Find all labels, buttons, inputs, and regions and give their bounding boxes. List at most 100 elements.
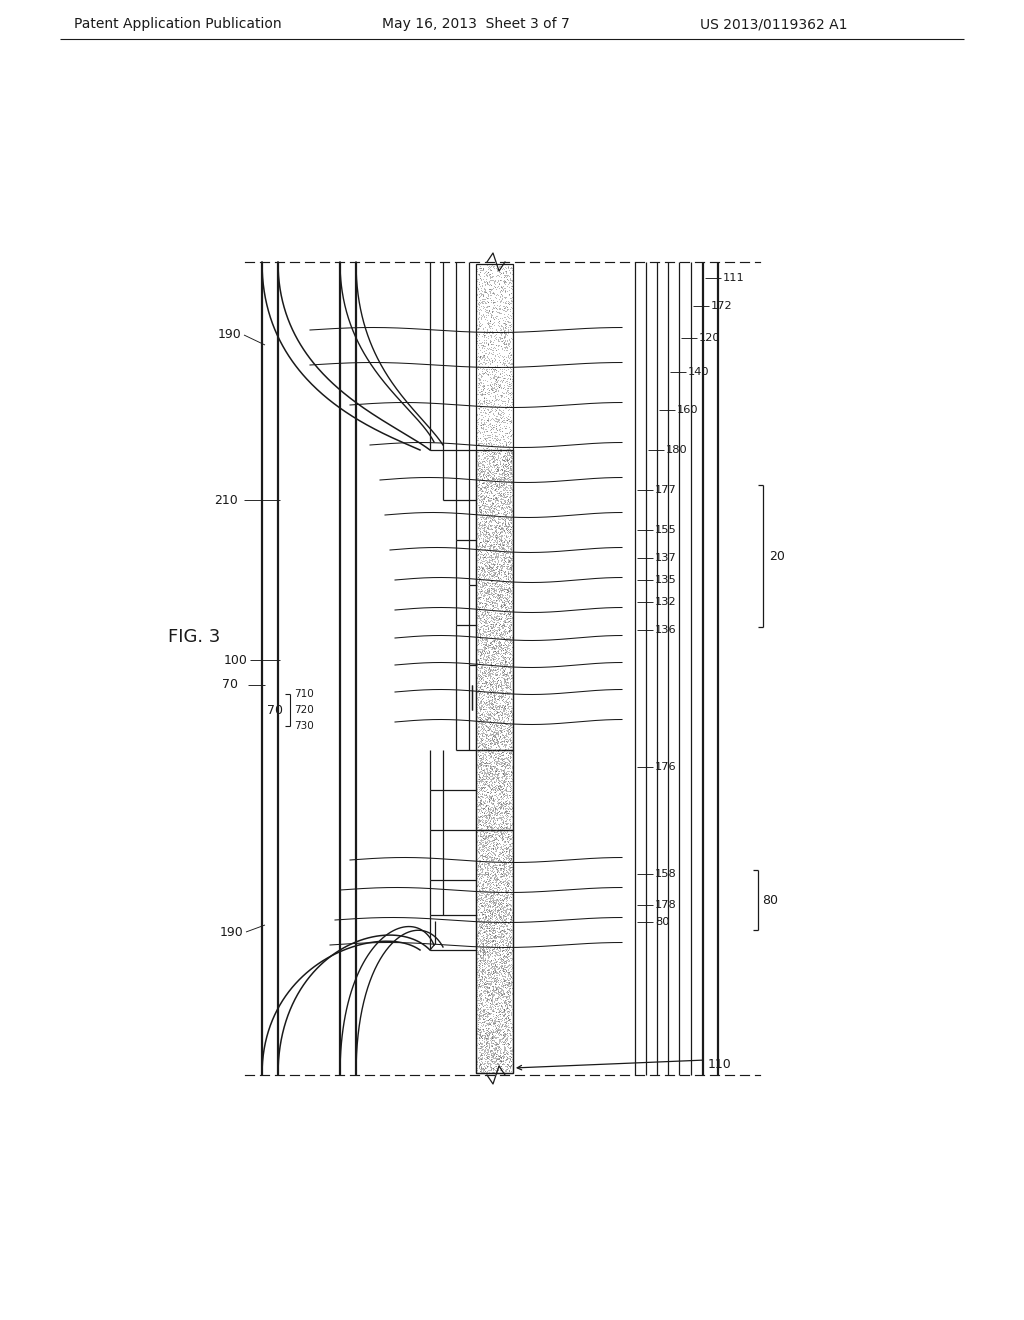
Point (504, 566, 520, 587)
Point (484, 892, 501, 913)
Point (498, 817, 514, 838)
Point (478, 541, 495, 562)
Point (490, 777, 507, 799)
Point (477, 873, 494, 894)
Point (493, 873, 509, 894)
Point (498, 873, 514, 894)
Point (482, 310, 499, 331)
Point (502, 1036, 518, 1057)
Point (498, 461, 514, 482)
Point (475, 883, 492, 904)
Point (489, 908, 506, 929)
Point (485, 533, 502, 554)
Point (503, 799, 519, 820)
Point (470, 564, 486, 585)
Point (478, 540, 495, 561)
Point (500, 792, 516, 813)
Point (490, 792, 507, 813)
Point (486, 940, 503, 961)
Point (503, 306, 519, 327)
Point (484, 573, 501, 594)
Point (487, 660, 504, 681)
Point (477, 1048, 494, 1069)
Point (483, 549, 500, 570)
Point (497, 651, 513, 672)
Point (470, 891, 486, 912)
Point (473, 561, 489, 582)
Point (488, 488, 505, 510)
Point (493, 950, 509, 972)
Point (493, 867, 509, 888)
Point (473, 638, 489, 659)
Point (472, 854, 488, 875)
Point (470, 367, 486, 388)
Point (476, 837, 493, 858)
Point (496, 998, 512, 1019)
Point (477, 352, 494, 374)
Point (499, 494, 515, 515)
Point (492, 529, 508, 550)
Point (470, 1027, 486, 1048)
Point (504, 352, 520, 374)
Point (504, 706, 520, 727)
Point (498, 946, 514, 968)
Point (473, 473, 489, 494)
Point (488, 754, 505, 775)
Point (496, 1040, 512, 1061)
Point (475, 372, 492, 393)
Point (484, 601, 501, 622)
Point (500, 441, 516, 462)
Point (477, 991, 494, 1012)
Point (486, 837, 503, 858)
Point (489, 734, 506, 755)
Point (497, 826, 513, 847)
Point (503, 606, 519, 627)
Point (500, 771, 516, 792)
Point (499, 300, 515, 321)
Point (482, 972, 499, 993)
Point (486, 610, 503, 631)
Point (474, 484, 490, 506)
Point (481, 389, 498, 411)
Point (473, 727, 489, 748)
Point (499, 929, 515, 950)
Point (504, 762, 520, 783)
Point (498, 779, 514, 800)
Point (494, 978, 510, 999)
Point (503, 911, 519, 932)
Point (502, 714, 518, 735)
Point (473, 968, 489, 989)
Point (475, 1008, 492, 1030)
Point (502, 368, 518, 389)
Point (473, 461, 489, 482)
Point (479, 968, 496, 989)
Point (485, 801, 502, 822)
Point (482, 718, 499, 739)
Point (487, 634, 504, 655)
Point (471, 681, 487, 702)
Point (499, 553, 515, 574)
Point (484, 615, 501, 636)
Point (499, 774, 515, 795)
Point (477, 853, 494, 874)
Point (496, 925, 512, 946)
Point (481, 659, 498, 680)
Point (492, 754, 508, 775)
Point (486, 441, 503, 462)
Point (494, 572, 510, 593)
Point (503, 572, 519, 593)
Point (485, 469, 502, 490)
Point (494, 768, 510, 789)
Point (483, 634, 500, 655)
Point (480, 838, 497, 859)
Point (498, 486, 514, 507)
Point (495, 772, 511, 793)
Point (477, 752, 494, 774)
Point (484, 536, 501, 557)
Point (502, 816, 518, 837)
Point (482, 701, 499, 722)
Point (473, 496, 489, 517)
Point (500, 375, 516, 396)
Point (487, 1001, 504, 1022)
Point (489, 804, 506, 825)
